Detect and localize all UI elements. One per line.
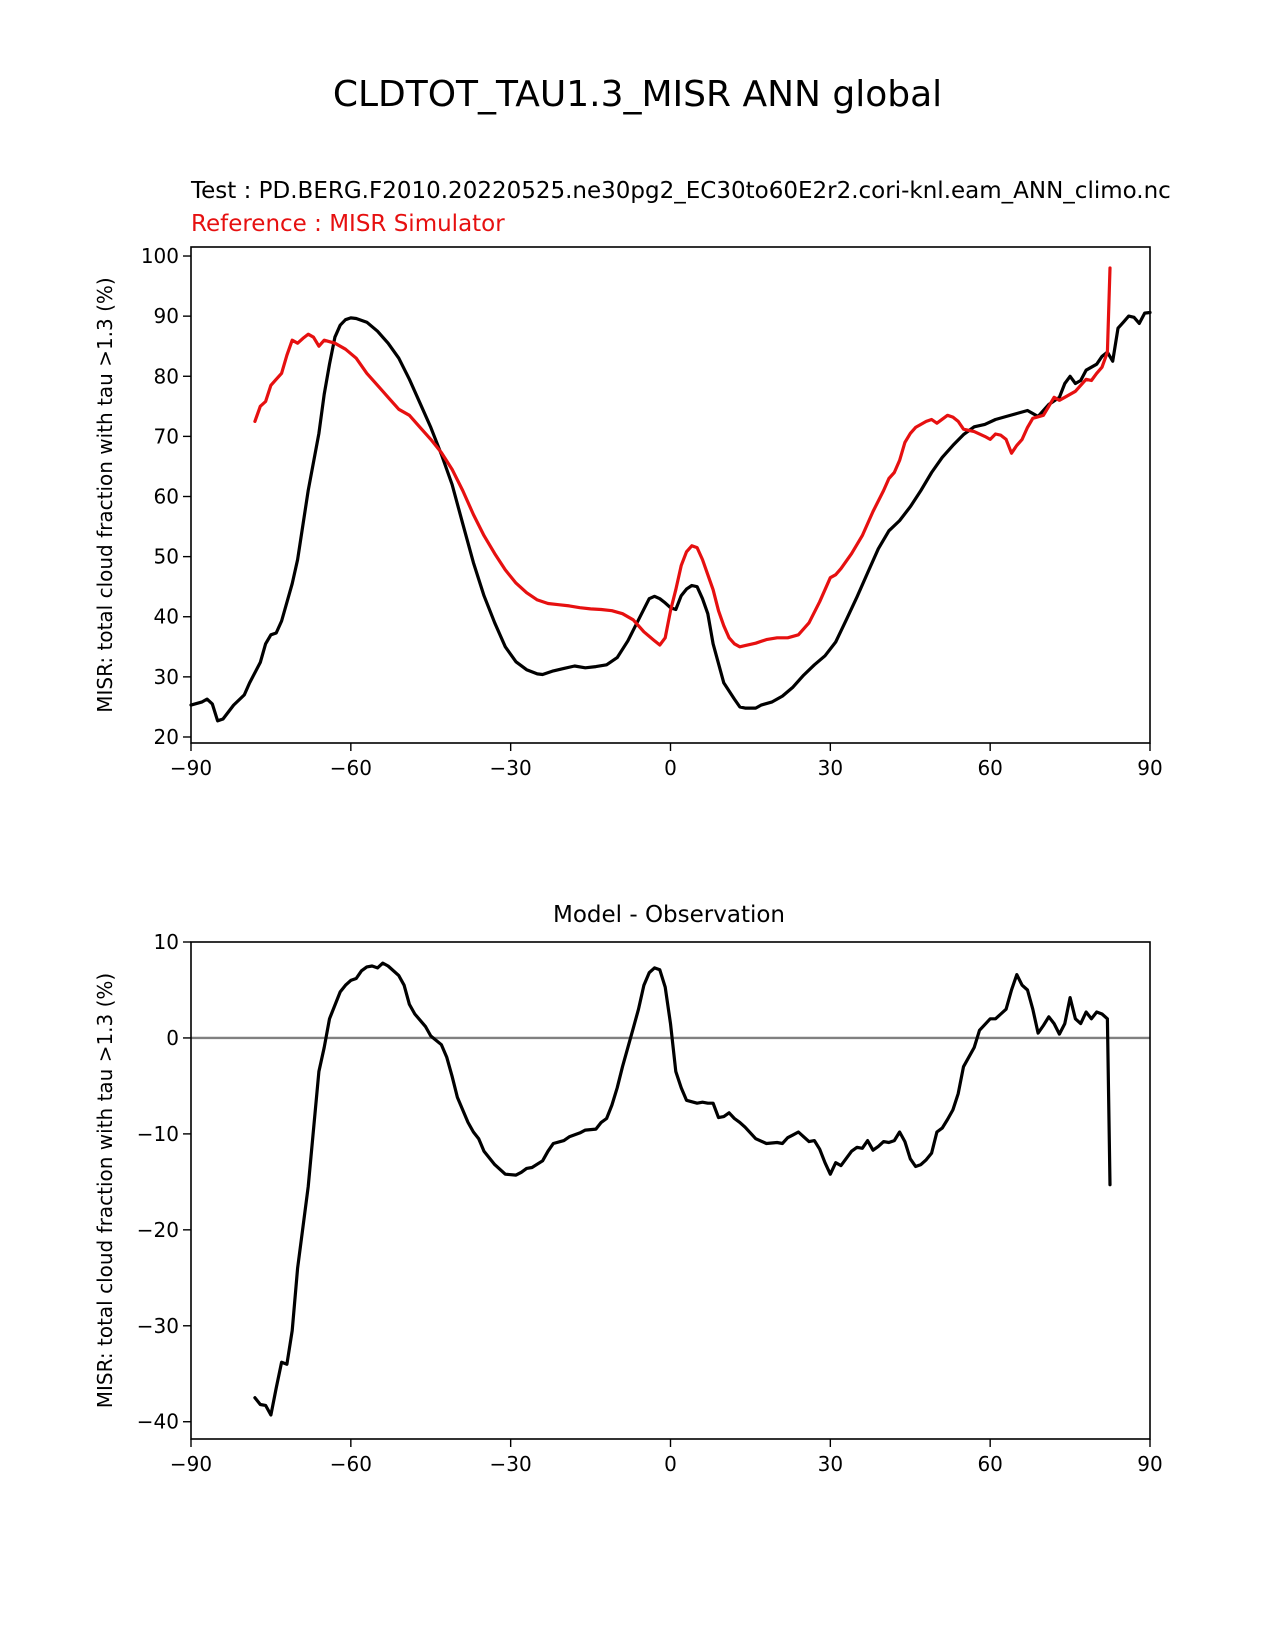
top-y-tick-label: 60: [154, 485, 179, 509]
top-y-tick-label: 70: [154, 424, 179, 448]
bottom-x-tick-label: 60: [977, 1452, 1002, 1476]
bottom-x-tick-label: −60: [330, 1452, 372, 1476]
top-x-tick-label: 60: [977, 756, 1002, 780]
bottom-panel: Model - Observation −90 −60 −30 0 30 60 90−40−…: [93, 902, 1163, 1476]
top-x-tick-label: −60: [330, 756, 372, 780]
difference-title: Model - Observation: [553, 902, 785, 928]
figure-title: CLDTOT_TAU1.3_MISR ANN global: [332, 74, 943, 115]
top-y-tick-label: 20: [154, 725, 179, 749]
bottom-series-model-observation: [253, 961, 1112, 1417]
bottom-x-tick-label: 0: [664, 1452, 677, 1476]
top-plot-frame: [190, 246, 1151, 744]
bottom-x-tick-label: −90: [170, 1452, 212, 1476]
bottom-x-tick-label: −30: [490, 1452, 532, 1476]
top-x-tick-label: 90: [1137, 756, 1162, 780]
bottom-tick-layer: −90 −60 −30 0 30 60 90 −40 −30 −20 −10 0 10: [137, 930, 1163, 1476]
top-x-tick-label: 30: [818, 756, 843, 780]
bottom-series-layer: [191, 961, 1150, 1417]
bottom-y-tick-label: 0: [166, 1026, 179, 1050]
bottom-y-tick-label: −40: [137, 1410, 179, 1434]
bottom-y-tick-label: 10: [154, 930, 179, 954]
bottom-x-tick-label: 90: [1137, 1452, 1162, 1476]
bottom-y-tick-label: −30: [137, 1314, 179, 1338]
top-y-tick-label: 50: [154, 545, 179, 569]
top-y-tick-label: 30: [154, 665, 179, 689]
top-series-reference: [253, 266, 1112, 649]
top-y-axis-label: MISR: total cloud fraction with tau >1.3…: [93, 277, 117, 712]
top-y-tick-label: 90: [154, 304, 179, 328]
top-series-test: [189, 310, 1152, 723]
reference-subtitle: Reference : MISR Simulator: [191, 211, 505, 237]
bottom-x-tick-label: 30: [818, 1452, 843, 1476]
bottom-y-tick-label: −20: [137, 1218, 179, 1242]
top-series-layer: [189, 266, 1152, 723]
bottom-y-tick-label: −10: [137, 1122, 179, 1146]
test-subtitle: Test : PD.BERG.F2010.20220525.ne30pg2_EC…: [190, 178, 1171, 204]
top-panel: Test : PD.BERG.F2010.20220525.ne30pg2_EC…: [93, 178, 1171, 780]
bottom-y-axis-label: MISR: total cloud fraction with tau >1.3…: [93, 973, 117, 1408]
bottom-plot-frame: [190, 941, 1151, 1440]
top-x-tick-label: −90: [170, 756, 212, 780]
top-y-tick-label: 80: [154, 364, 179, 388]
top-y-tick-label: 100: [141, 244, 179, 268]
top-x-tick-label: 0: [664, 756, 677, 780]
top-x-tick-label: −30: [490, 756, 532, 780]
top-tick-layer: −90 −60 −30 0 30 60 90 20 30 40 50 60 70 80 90 100: [141, 244, 1163, 780]
top-y-tick-label: 40: [154, 605, 179, 629]
